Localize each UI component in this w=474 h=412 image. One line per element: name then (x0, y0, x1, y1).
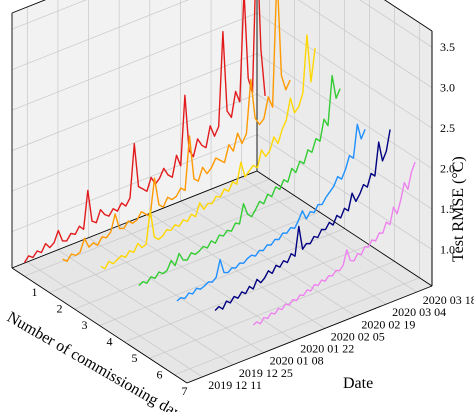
y-tick-label: 2019 12 11 (208, 378, 262, 392)
z-gridline-left (11, 0, 189, 70)
z-tick-label: 1.0 (440, 243, 455, 257)
series-line-7 (252, 161, 416, 326)
x-axis-line (11, 267, 188, 384)
pane-edge (256, 170, 433, 287)
z-gridline-left (11, 12, 258, 111)
x-tick-label: 6 (157, 367, 163, 381)
series-line-4 (138, 74, 341, 287)
x-gridline-floor (99, 228, 345, 326)
series-line-5 (176, 123, 366, 302)
y-tick-label: 2020 01 08 (270, 354, 324, 368)
z-gridline-back (359, 0, 433, 48)
pane-edge (384, 0, 433, 32)
z-gridline-left (11, 0, 87, 30)
z-tick-label: 3.5 (440, 40, 455, 54)
series-line-2 (62, 0, 291, 263)
y-tick-label: 2020 02 19 (361, 317, 415, 331)
y-axis-label: Date (343, 375, 373, 392)
grid-lines (11, 0, 433, 384)
series-line-3 (100, 34, 316, 270)
y-tick-label: 2020 01 22 (300, 342, 354, 356)
y-axis-line (186, 285, 433, 384)
series-line-6 (214, 129, 391, 311)
x-tick-label: 5 (132, 351, 138, 365)
x-tick-label: 7 (182, 384, 188, 398)
z-tick-label: 3.0 (440, 81, 455, 95)
z-axis-label: Test RMSE (°C) (450, 156, 467, 262)
y-tick-label: 2020 02 05 (331, 329, 385, 343)
z-tick-label: 1.5 (440, 202, 455, 216)
left-wall-pane (12, 0, 257, 268)
z-tick-label: 2.5 (440, 121, 455, 135)
x-gridline-floor (149, 261, 395, 359)
x-gridline-floor (174, 277, 420, 376)
z-gridline-left (11, 93, 258, 192)
series-line-1 (23, 0, 266, 263)
x-tick-label: 1 (32, 285, 38, 299)
x-tick-label: 2 (57, 302, 63, 316)
x-gridline-floor (74, 211, 320, 310)
series-lines (23, 0, 416, 326)
z-tick-label: 2.0 (440, 162, 455, 176)
x-tick-label: 4 (107, 335, 113, 349)
y-tick-label: 2019 12 25 (239, 366, 293, 380)
pane-edge (11, 170, 258, 269)
y-tick-label: 2020 03 04 (392, 305, 446, 319)
z-gridline-left (11, 53, 258, 151)
x-tick-label: 3 (82, 318, 88, 332)
x-gridline-floor (124, 244, 370, 343)
z-gridline-left (11, 134, 258, 232)
y-tick-label: 2020 03 18 (423, 293, 474, 307)
